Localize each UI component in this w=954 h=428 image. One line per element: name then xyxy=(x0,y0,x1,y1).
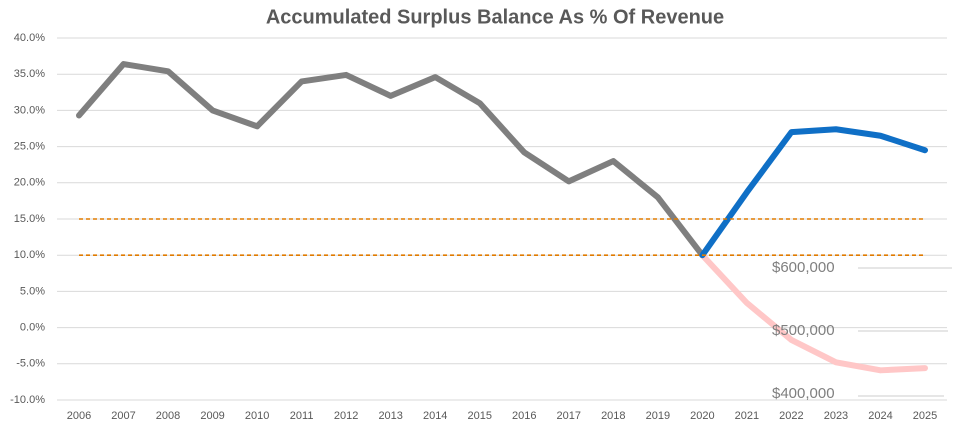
x-tick-label: 2024 xyxy=(868,410,892,422)
x-tick-label: 2014 xyxy=(423,410,447,422)
x-tick-label: 2009 xyxy=(200,410,224,422)
series-line xyxy=(699,252,928,374)
overlay-label: $400,000 xyxy=(772,385,835,402)
y-tick-label: 0.0% xyxy=(20,322,45,334)
x-tick-label: 2016 xyxy=(512,410,536,422)
chart-title: Accumulated Surplus Balance As % Of Reve… xyxy=(266,6,724,28)
x-tick-label: 2007 xyxy=(111,410,135,422)
x-tick-label: 2017 xyxy=(557,410,581,422)
y-tick-label: 5.0% xyxy=(20,285,45,297)
x-tick-label: 2012 xyxy=(334,410,358,422)
overlay-label: $600,000 xyxy=(772,259,835,276)
x-tick-label: 2013 xyxy=(378,410,402,422)
x-tick-label: 2023 xyxy=(824,410,848,422)
x-tick-label: 2019 xyxy=(646,410,670,422)
y-tick-label: 25.0% xyxy=(14,141,45,153)
x-tick-label: 2010 xyxy=(245,410,269,422)
overlay-rules xyxy=(858,267,952,397)
overlay-label: $500,000 xyxy=(772,322,835,339)
y-tick-label: 30.0% xyxy=(14,104,45,116)
x-tick-label: 2021 xyxy=(735,410,759,422)
y-tick-label: -10.0% xyxy=(10,394,45,406)
series-line xyxy=(699,126,928,259)
y-tick-label: 15.0% xyxy=(14,213,45,225)
x-tick-label: 2020 xyxy=(690,410,714,422)
x-tick-label: 2022 xyxy=(779,410,803,422)
x-tick-label: 2025 xyxy=(913,410,937,422)
y-tick-label: 35.0% xyxy=(14,68,45,80)
series-line xyxy=(76,61,706,259)
y-tick-label: 40.0% xyxy=(14,32,45,44)
y-tick-label: 10.0% xyxy=(14,249,45,261)
x-tick-label: 2008 xyxy=(156,410,180,422)
x-tick-label: 2011 xyxy=(290,410,314,422)
y-tick-label: -5.0% xyxy=(16,358,45,370)
x-tick-label: 2015 xyxy=(467,410,491,422)
x-tick-label: 2018 xyxy=(601,410,625,422)
y-tick-label: 20.0% xyxy=(14,177,45,189)
x-tick-label: 2006 xyxy=(67,410,91,422)
